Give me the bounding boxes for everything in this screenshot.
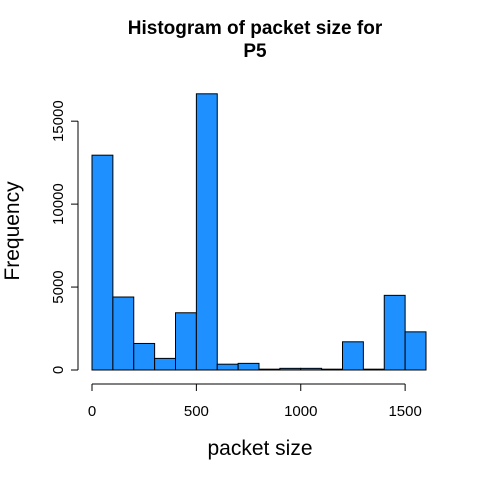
histogram-bar <box>91 154 114 371</box>
bars-group <box>91 93 427 371</box>
histogram-bar <box>154 357 176 371</box>
y-tick-label: 15000 <box>50 100 67 142</box>
histogram-bar <box>383 294 406 371</box>
histogram-bar <box>300 367 323 371</box>
x-tick-label: 1000 <box>284 403 317 420</box>
y-axis: 0 5000 10000 15000 <box>50 100 79 374</box>
histogram-bar <box>258 368 281 371</box>
histogram-bar <box>216 363 239 371</box>
histogram-bar <box>175 312 197 371</box>
y-axis-label: Frequency <box>1 181 24 281</box>
histogram-bar <box>237 362 260 371</box>
histogram-bar <box>279 367 302 371</box>
y-tick-label: 10000 <box>50 183 67 225</box>
histogram-bar <box>112 296 135 371</box>
chart-title-line-1: Histogram of packet size for <box>127 18 383 39</box>
x-tick-label: 0 <box>88 403 96 420</box>
y-tick-label: 0 <box>50 366 67 374</box>
y-tick-label: 5000 <box>50 270 67 303</box>
histogram-bar <box>342 341 364 371</box>
histogram-bar <box>362 368 385 371</box>
x-tick-label: 500 <box>184 403 209 420</box>
histogram-bar <box>133 342 156 371</box>
histogram-bar <box>404 331 427 371</box>
histogram-bar <box>195 93 218 371</box>
chart-title-line-2: P5 <box>243 41 267 62</box>
x-tick-label: 1500 <box>388 403 421 420</box>
x-axis: 0 500 1000 1500 <box>88 383 422 420</box>
x-axis-label: packet size <box>207 437 313 460</box>
histogram-bar <box>321 368 343 371</box>
